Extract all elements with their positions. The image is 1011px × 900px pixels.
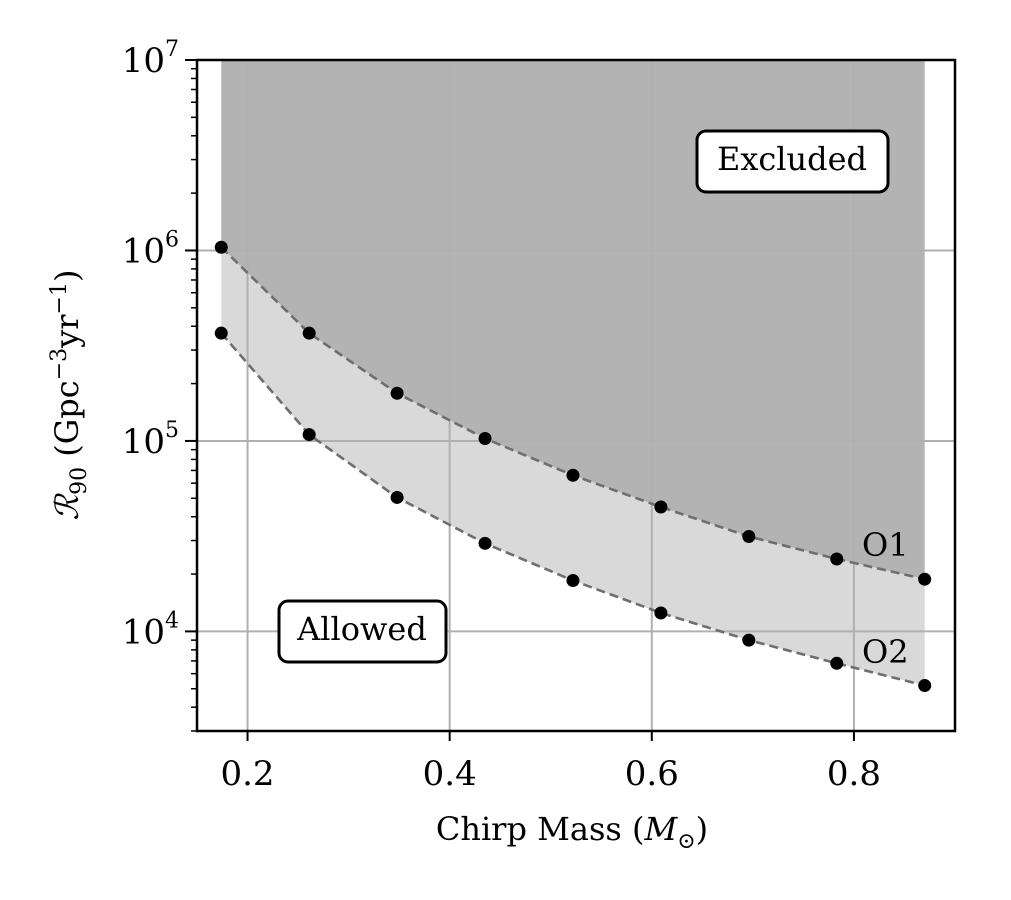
data-point-o1 xyxy=(654,500,668,514)
data-point-o1 xyxy=(918,572,932,586)
data-point-o2 xyxy=(830,656,844,670)
series-label-o1: O1 xyxy=(862,526,909,564)
data-point-o2 xyxy=(390,490,404,504)
data-point-o1 xyxy=(566,468,580,482)
excluded-annotation: Excluded xyxy=(695,129,890,194)
data-point-o1 xyxy=(214,240,228,254)
data-point-o1 xyxy=(390,386,404,400)
allowed-box xyxy=(277,599,448,664)
data-point-o1 xyxy=(830,552,844,566)
series-layer xyxy=(214,240,932,693)
data-point-o2 xyxy=(742,633,756,647)
plot-frame xyxy=(195,58,957,733)
x-axis-title: Chirp Mass (M⊙) xyxy=(436,810,708,854)
x-tick-label: 0.6 xyxy=(625,754,679,794)
x-tick-label: 0.8 xyxy=(827,754,881,794)
data-point-o2 xyxy=(302,428,316,442)
data-point-o1 xyxy=(742,529,756,543)
data-point-o1 xyxy=(478,431,492,445)
data-point-o2 xyxy=(918,679,932,693)
x-tick-label: 0.4 xyxy=(423,754,477,794)
data-point-o2 xyxy=(654,606,668,620)
data-point-o2 xyxy=(214,326,228,340)
data-point-o2 xyxy=(478,536,492,550)
y-tick-label: 105 xyxy=(122,418,179,462)
y-tick-label: 107 xyxy=(122,37,179,81)
y-axis-title: ℛ90 (Gpc−3yr−1) xyxy=(47,270,92,521)
excluded-label: Excluded xyxy=(717,140,867,178)
o1-o2-band xyxy=(221,247,925,686)
x-tick-label: 0.2 xyxy=(220,754,274,794)
data-point-o1 xyxy=(302,326,316,340)
axes-layer: 0.2 0.4 0.6 0.8 104 105 106 107 xyxy=(122,37,957,794)
excluded-box xyxy=(695,129,890,194)
series-label-o2: O2 xyxy=(862,633,909,671)
y-tick-label: 104 xyxy=(122,608,179,652)
y-tick-label: 106 xyxy=(122,227,179,271)
allowed-annotation: Allowed xyxy=(277,599,448,664)
data-point-o2 xyxy=(566,574,580,588)
allowed-label: Allowed xyxy=(296,610,427,648)
